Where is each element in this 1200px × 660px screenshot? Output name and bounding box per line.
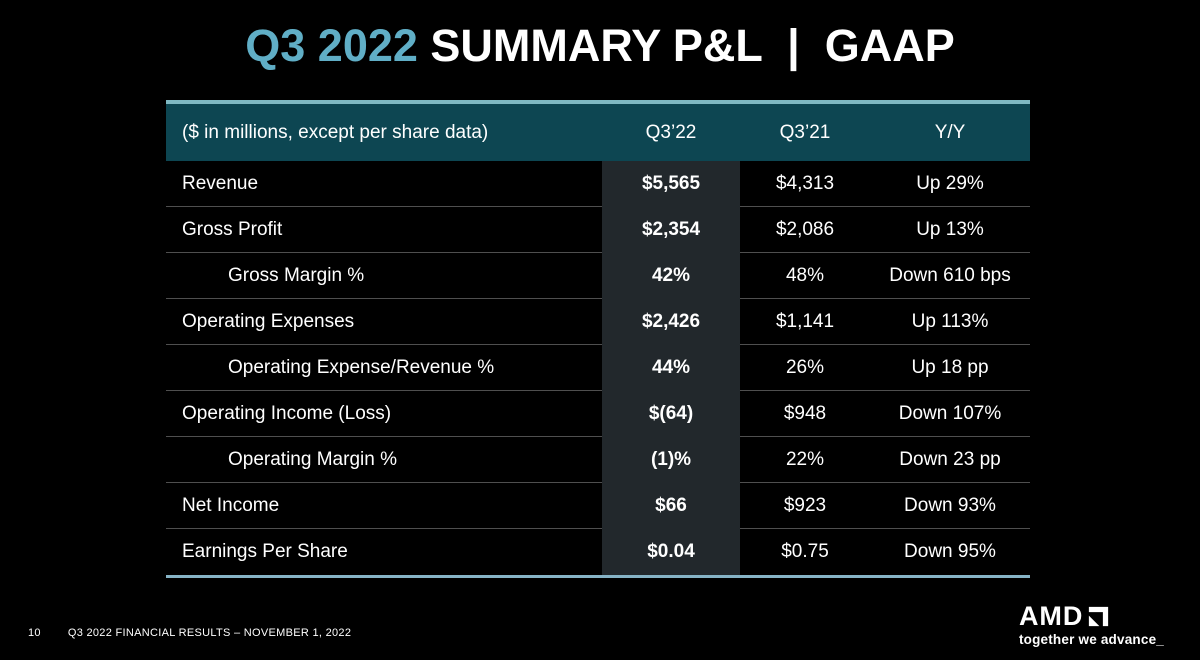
row-label: Net Income (166, 483, 602, 529)
title-quarter: Q3 2022 (245, 20, 418, 71)
title-rest: SUMMARY P&L | GAAP (417, 20, 955, 71)
cell-yy: Down 610 bps (870, 253, 1030, 299)
cell-q322: $5,565 (602, 161, 740, 207)
table-row: Earnings Per Share $0.04 $0.75 Down 95% (166, 529, 1030, 575)
table-header-row: ($ in millions, except per share data) Q… (166, 100, 1030, 161)
cell-yy: Up 13% (870, 207, 1030, 253)
cell-yy: Down 107% (870, 391, 1030, 437)
table-row: Operating Expenses $2,426 $1,141 Up 113% (166, 299, 1030, 345)
cell-q321: $948 (740, 391, 870, 437)
row-label: Operating Expenses (166, 299, 602, 345)
cell-yy: Up 113% (870, 299, 1030, 345)
table-row: Gross Margin % 42% 48% Down 610 bps (166, 253, 1030, 299)
amd-brand: AMD together we advance_ (1018, 601, 1164, 648)
cell-q322: (1)% (602, 437, 740, 483)
cell-q322: $2,426 (602, 299, 740, 345)
cell-q321: 48% (740, 253, 870, 299)
cell-q321: $1,141 (740, 299, 870, 345)
table-row: Operating Income (Loss) $(64) $948 Down … (166, 391, 1030, 437)
cell-yy: Up 18 pp (870, 345, 1030, 391)
cell-q321: $4,313 (740, 161, 870, 207)
cell-q322: $66 (602, 483, 740, 529)
cell-q322: 42% (602, 253, 740, 299)
cell-q321: $0.75 (781, 541, 829, 562)
cell-q322: $2,354 (602, 207, 740, 253)
footer: 10 Q3 2022 FINANCIAL RESULTS – NOVEMBER … (28, 627, 351, 639)
cell-yy: Down 93% (870, 483, 1030, 529)
cell-q322: $(64) (602, 391, 740, 437)
cell-q322: $0.04 (602, 529, 740, 575)
table-row: Operating Margin % (1)% 22% Down 23 pp (166, 437, 1030, 483)
row-label: Gross Margin % (166, 253, 602, 299)
table-header-q321: Q3’21 (779, 121, 831, 143)
table-row: Operating Expense/Revenue % 44% 26% Up 1… (166, 345, 1030, 391)
table-header-label: ($ in millions, except per share data) (182, 121, 489, 143)
row-label: Revenue (166, 161, 602, 207)
cell-yy: Down 95% (904, 541, 996, 562)
table-body: Revenue $5,565 $4,313 Up 29% Gross Profi… (166, 161, 1030, 578)
cell-q321: $2,086 (740, 207, 870, 253)
table-header-q322: Q3’22 (645, 121, 697, 143)
table-row: Net Income $66 $923 Down 93% (166, 483, 1030, 529)
cell-yy: Down 23 pp (870, 437, 1030, 483)
row-label: Earnings Per Share (182, 541, 348, 562)
cell-q321: 22% (740, 437, 870, 483)
row-label: Gross Profit (166, 207, 602, 253)
cell-q322: 44% (602, 345, 740, 391)
page-number: 10 (28, 627, 41, 639)
table-header-yy: Y/Y (934, 121, 966, 143)
row-label: Operating Income (Loss) (166, 391, 602, 437)
table-row: Revenue $5,565 $4,313 Up 29% (166, 161, 1030, 207)
amd-tagline: together we advance_ (1018, 632, 1164, 647)
footer-text: Q3 2022 FINANCIAL RESULTS – NOVEMBER 1, … (67, 627, 352, 639)
amd-arrow-icon (1089, 606, 1109, 627)
row-label: Operating Expense/Revenue % (166, 345, 602, 391)
table-row: Gross Profit $2,354 $2,086 Up 13% (166, 207, 1030, 253)
cell-q321: 26% (740, 345, 870, 391)
amd-logo-text: AMD (1018, 601, 1084, 631)
cell-yy: Up 29% (870, 161, 1030, 207)
pnl-table: ($ in millions, except per share data) Q… (166, 100, 1030, 578)
row-label: Operating Margin % (166, 437, 602, 483)
cell-q321: $923 (740, 483, 870, 529)
page-title: Q3 2022 SUMMARY P&L | GAAP (0, 20, 1200, 72)
